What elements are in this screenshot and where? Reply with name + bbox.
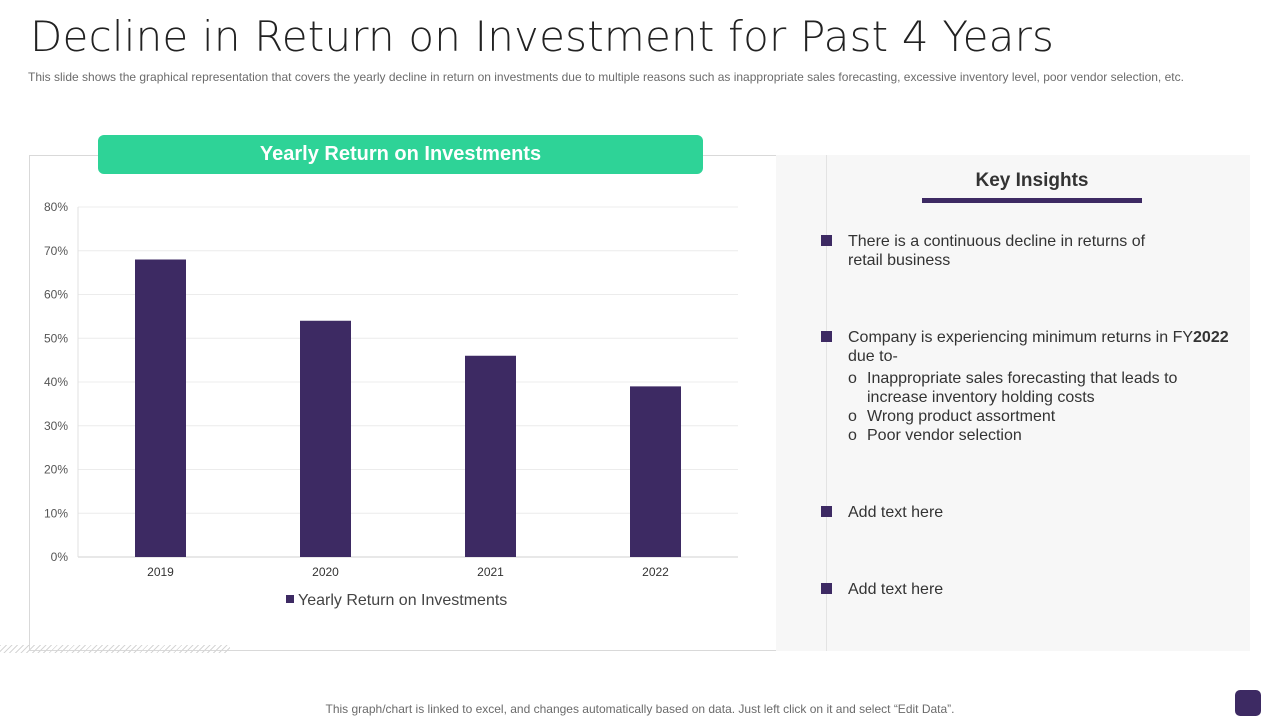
legend-swatch	[286, 595, 294, 603]
slide-title: Decline in Return on Investment for Past…	[30, 12, 1055, 61]
chart-bars	[135, 259, 681, 558]
decorative-hatch	[0, 645, 230, 653]
footer-note: This graph/chart is linked to excel, and…	[325, 702, 955, 716]
slide-subtitle: This slide shows the graphical represent…	[28, 70, 1184, 84]
x-tick-label: 2019	[147, 565, 174, 579]
bullet-square-icon	[821, 506, 832, 517]
x-tick-label: 2020	[312, 565, 339, 579]
y-tick-label: 40%	[44, 375, 68, 389]
circle-bullet-icon: o	[848, 370, 857, 387]
insight-sub-list: o Inappropriate sales forecasting that le…	[848, 369, 1228, 445]
insight-item-1: There is a continuous decline in returns…	[848, 233, 1146, 269]
insight-item-2-prefix: Company is experiencing minimum returns …	[848, 329, 1194, 346]
x-tick-label: 2022	[642, 565, 669, 579]
insight-item-2-year: 2022	[1193, 329, 1229, 346]
sub-list-item: o Poor vendor selection	[848, 427, 1022, 444]
insight-item-3[interactable]: Add text here	[848, 504, 944, 521]
insights-panel	[776, 155, 1250, 651]
y-tick-label: 30%	[44, 419, 68, 433]
y-tick-label: 70%	[44, 244, 68, 258]
legend-label: Yearly Return on Investments	[298, 592, 507, 609]
bullet-square-icon	[821, 331, 832, 342]
chart-gridlines	[77, 206, 738, 558]
insights-underline	[922, 198, 1142, 203]
y-tick-label: 0%	[51, 550, 69, 564]
bullet-square-icon	[821, 583, 832, 594]
bar-2019[interactable]	[135, 259, 186, 558]
bar-2022[interactable]	[630, 386, 681, 557]
bullet-square-icon	[821, 235, 832, 246]
chart-labels: 0% 10% 20% 30% 40% 50% 60% 70% 80% 2019 2020 2021 20…	[44, 200, 669, 609]
chart-header: Yearly Return on Investments	[98, 135, 703, 174]
insights-title: Key Insights	[975, 170, 1089, 191]
sub-list-item: o Inappropriate sales forecasting that le…	[848, 370, 1178, 406]
corner-button[interactable]	[1235, 690, 1261, 716]
insight-item-4[interactable]: Add text here	[848, 581, 944, 598]
x-tick-label: 2021	[477, 565, 504, 579]
y-tick-label: 50%	[44, 331, 68, 345]
y-tick-label: 60%	[44, 288, 68, 302]
circle-bullet-icon: o	[848, 427, 857, 444]
y-tick-label: 10%	[44, 506, 68, 520]
y-tick-label: 20%	[44, 463, 68, 477]
circle-bullet-icon: o	[848, 408, 857, 425]
y-tick-label: 80%	[44, 200, 68, 214]
sub-list-item: o Wrong product assortment	[848, 408, 1056, 425]
panel-divider	[826, 155, 827, 651]
bar-2021[interactable]	[465, 355, 516, 557]
bar-2020[interactable]	[300, 320, 351, 557]
insight-item-2: Company is experiencing minimum returns …	[848, 328, 1233, 366]
insight-item-2-suffix: due to-	[848, 348, 898, 365]
